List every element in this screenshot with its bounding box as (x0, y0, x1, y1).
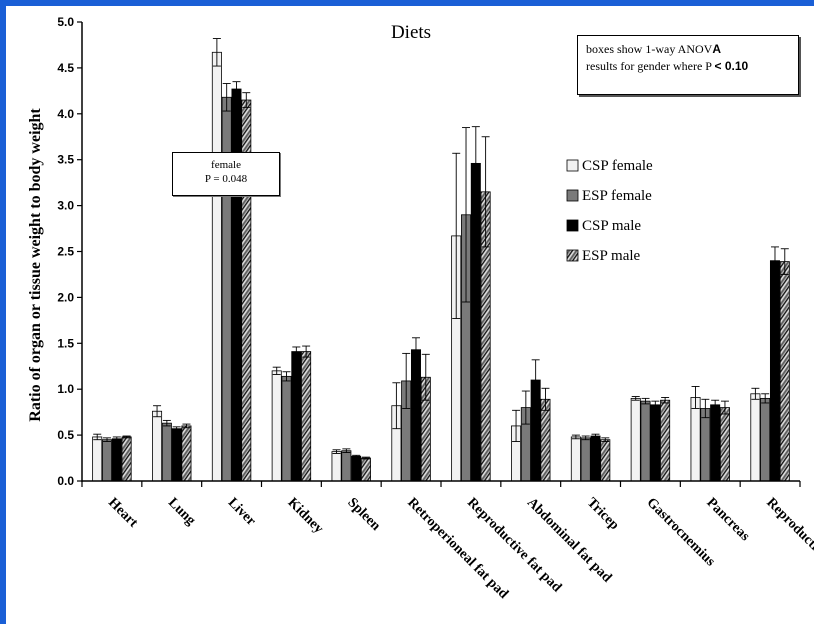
legend: CSP female ESP female CSP male ESP male (566, 158, 653, 264)
legend-swatch (566, 249, 579, 262)
bar (580, 437, 591, 482)
bar (231, 88, 242, 482)
x-axis: Heart Lung Liver Kidney Spleen Retroperioneal… (81, 480, 814, 602)
y-tick-label: 0.0 (57, 474, 74, 488)
category-label: Heart (105, 495, 141, 531)
bar (779, 261, 790, 482)
bar (769, 260, 780, 482)
y-tick-label: 2.0 (57, 290, 74, 304)
category-label: Lung (165, 495, 198, 528)
y-tick-label: 5.0 (57, 15, 74, 29)
legend-swatch (566, 189, 579, 202)
bar (171, 428, 182, 482)
liver-annotation-line1: female (211, 159, 241, 171)
bar (660, 399, 671, 482)
y-axis-label: Ratio of organ or tissue weight to body … (27, 108, 44, 422)
bar (410, 349, 421, 482)
bar (152, 410, 163, 482)
category-label: Liver (225, 495, 259, 529)
category-label: Kidney (285, 495, 326, 536)
legend-label: ESP female (582, 188, 652, 204)
bar (161, 422, 172, 482)
bar (590, 435, 601, 482)
y-tick-label: 2.5 (57, 245, 74, 259)
y-tick-label: 3.5 (57, 153, 74, 167)
category-label: Retroperioneal fat pad (404, 495, 511, 602)
bar (540, 398, 551, 482)
chart-title: Diets (391, 22, 431, 43)
bar (271, 370, 282, 482)
y-tick-label: 4.5 (57, 61, 74, 75)
bar (650, 404, 661, 482)
y-tick-label: 3.0 (57, 199, 74, 213)
legend-label: CSP female (582, 158, 653, 174)
anova-note-line1: boxes show 1-way ANOV (586, 42, 713, 56)
liver-annotation-box: female P = 0.048 (172, 152, 280, 196)
bar (570, 436, 581, 482)
bar (291, 351, 302, 482)
liver-annotation-line2: P = 0.048 (204, 173, 248, 185)
bar (351, 455, 362, 482)
legend-label: ESP male (582, 248, 641, 264)
bar (360, 457, 371, 482)
category-label: Reproductive tract (763, 495, 814, 586)
bar (710, 404, 721, 482)
y-tick-label: 0.5 (57, 428, 74, 442)
bars-group (92, 38, 790, 482)
bar (760, 397, 771, 482)
bar (92, 436, 103, 482)
bar (281, 375, 292, 482)
anova-note-box: boxes show 1-way ANOVA results for gende… (577, 35, 799, 95)
category-label: Tricep (584, 495, 622, 533)
bar (719, 407, 730, 482)
y-tick-label: 1.0 (57, 382, 74, 396)
bar (640, 400, 651, 482)
bar (750, 393, 761, 482)
legend-label: CSP male (582, 218, 641, 234)
bar (121, 436, 132, 482)
bar (341, 450, 352, 482)
bar (102, 439, 113, 482)
bar (181, 425, 192, 482)
bar (470, 162, 481, 482)
anova-note-line1-bold: A (712, 42, 721, 56)
bar (690, 397, 701, 482)
anova-note-line2: results for gender where P (586, 59, 715, 73)
bar (331, 451, 342, 482)
bar (111, 438, 122, 482)
legend-swatch (566, 159, 579, 172)
bar (600, 439, 611, 482)
bar (301, 351, 312, 482)
category-label: Spleen (344, 495, 383, 534)
bar (211, 51, 222, 482)
legend-swatch (566, 219, 579, 232)
anova-note-line2-bold: < 0.10 (714, 59, 749, 73)
bar (700, 408, 711, 482)
y-tick-label: 1.5 (57, 336, 74, 350)
y-tick-label: 4.0 (57, 107, 74, 121)
category-label: Pancreas (703, 495, 752, 544)
y-axis: 0.0 0.5 1.0 1.5 2.0 2.5 3.0 3.5 4.0 4.5 5.0 (57, 15, 83, 488)
bar (630, 397, 641, 482)
